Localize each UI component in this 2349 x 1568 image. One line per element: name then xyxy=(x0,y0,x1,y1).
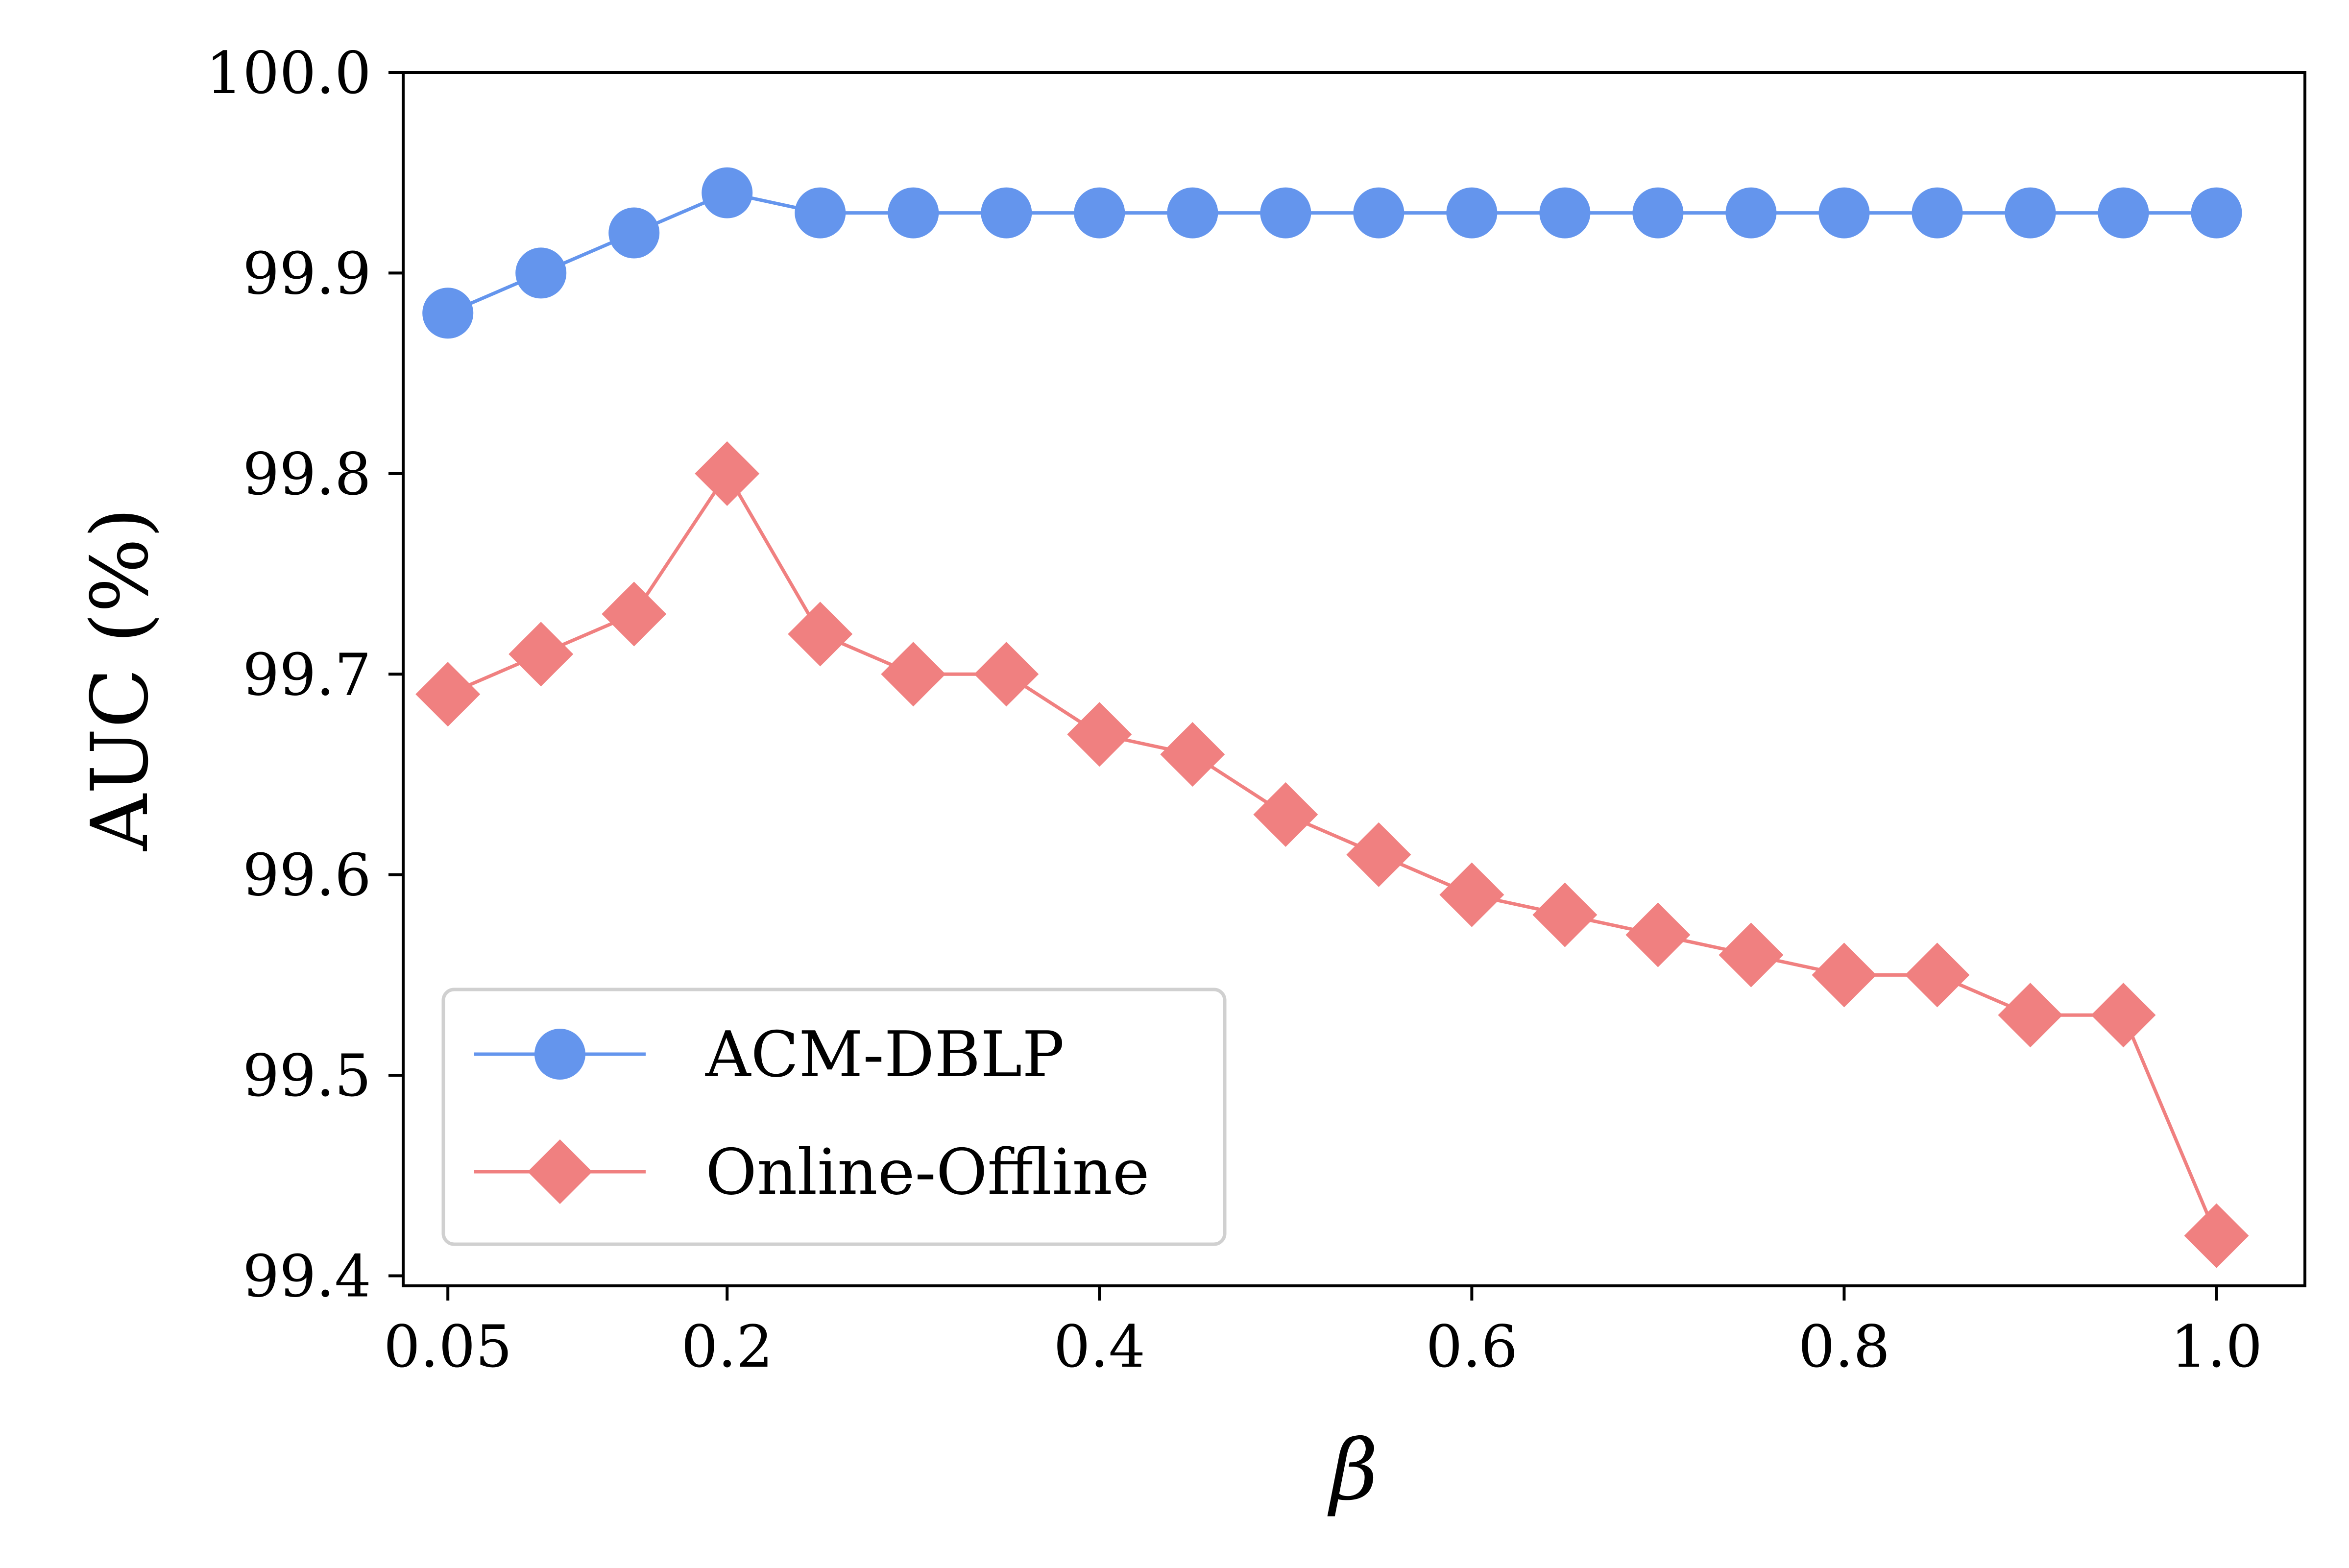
data-point-acm-dblp xyxy=(1167,187,1218,239)
data-point-acm-dblp xyxy=(1818,187,1870,239)
x-tick-label: 0.2 xyxy=(681,1313,773,1380)
data-point-online-offline xyxy=(2184,1203,2249,1268)
legend-marker xyxy=(528,1139,592,1204)
series-online-offline xyxy=(415,441,2249,1268)
x-tick-label: 0.6 xyxy=(1426,1313,1518,1380)
y-tick-label: 99.9 xyxy=(242,240,371,307)
data-point-acm-dblp xyxy=(608,207,660,259)
data-point-acm-dblp xyxy=(1074,187,1125,239)
data-point-online-offline xyxy=(1160,722,1225,787)
data-point-online-offline xyxy=(1532,882,1598,947)
data-point-acm-dblp xyxy=(2098,187,2149,239)
y-tick-label: 99.4 xyxy=(242,1243,371,1310)
data-point-acm-dblp xyxy=(1446,187,1498,239)
series-acm-dblp xyxy=(422,167,2242,339)
data-point-online-offline xyxy=(1625,902,1691,967)
y-axis-title: AUC (%) xyxy=(74,507,166,851)
data-point-online-offline xyxy=(1998,983,2063,1048)
data-point-online-offline xyxy=(788,602,853,667)
data-point-online-offline xyxy=(602,581,667,647)
data-point-acm-dblp xyxy=(1353,187,1405,239)
legend-entry-acm-dblp: ACM-DBLP xyxy=(474,1018,1065,1091)
axes-frame xyxy=(402,71,2306,1287)
x-axis: 0.05 0.2 0.4 0.6 0.8 1.0 xyxy=(384,1286,2262,1380)
data-point-acm-dblp xyxy=(2191,187,2242,239)
y-tick-label: 99.8 xyxy=(242,440,371,508)
legend-label: ACM-DBLP xyxy=(705,1018,1065,1091)
legend-marker xyxy=(534,1029,585,1080)
data-point-online-offline xyxy=(1439,862,1504,927)
y-tick-label: 99.7 xyxy=(242,641,371,708)
data-point-acm-dblp xyxy=(1912,187,1963,239)
x-axis-title: β xyxy=(1327,1422,1378,1519)
data-point-acm-dblp xyxy=(1632,187,1684,239)
x-tick-label: 1.0 xyxy=(2171,1313,2263,1380)
data-point-acm-dblp xyxy=(422,288,474,339)
data-point-online-offline xyxy=(1719,922,1784,988)
data-point-online-offline xyxy=(1067,702,1132,767)
data-point-acm-dblp xyxy=(1539,187,1591,239)
data-point-online-offline xyxy=(2091,983,2156,1048)
data-point-online-offline xyxy=(1346,822,1411,887)
data-point-online-offline xyxy=(1812,942,1877,1008)
data-point-acm-dblp xyxy=(2005,187,2056,239)
x-tick-label: 0.05 xyxy=(384,1313,512,1380)
data-point-acm-dblp xyxy=(888,187,939,239)
series-layer xyxy=(415,167,2249,1268)
data-point-acm-dblp xyxy=(1725,187,1777,239)
data-point-acm-dblp xyxy=(981,187,1032,239)
y-tick-label: 100.0 xyxy=(206,39,371,107)
data-point-acm-dblp xyxy=(515,247,567,299)
data-point-acm-dblp xyxy=(795,187,846,239)
data-point-acm-dblp xyxy=(702,167,753,218)
data-point-online-offline xyxy=(695,441,760,506)
data-point-online-offline xyxy=(415,662,481,727)
x-tick-label: 0.4 xyxy=(1053,1313,1145,1380)
y-tick-label: 99.5 xyxy=(242,1042,371,1110)
y-axis: 99.4 99.5 99.6 99.7 99.8 99.9 100.0 xyxy=(206,39,403,1310)
legend-label: Online-Offline xyxy=(705,1136,1150,1209)
data-point-online-offline xyxy=(1253,782,1318,847)
data-point-online-offline xyxy=(974,642,1039,707)
data-point-acm-dblp xyxy=(1260,187,1311,239)
data-point-online-offline xyxy=(881,642,946,707)
data-point-online-offline xyxy=(509,622,574,687)
y-tick-label: 99.6 xyxy=(242,842,371,909)
legend: ACM-DBLP Online-Offline xyxy=(441,988,1227,1246)
data-point-online-offline xyxy=(1905,942,1970,1008)
x-tick-label: 0.8 xyxy=(1798,1313,1890,1380)
legend-entry-online-offline: Online-Offline xyxy=(474,1136,1150,1209)
